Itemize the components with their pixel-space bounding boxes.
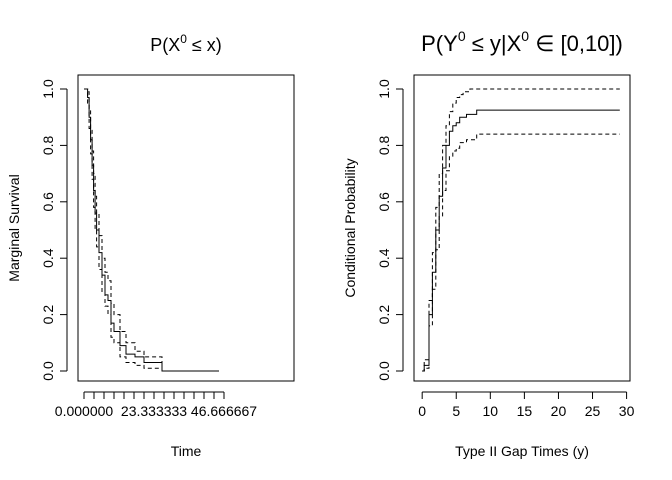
chart-2-series-3-dashed xyxy=(422,133,620,372)
chart-2-y-tick-label-5: 1.0 xyxy=(376,79,392,99)
chart-2-x-axis: 0 5 10 15 20 25 30 xyxy=(418,391,635,419)
chart-1-y-tick-label-3: 0.6 xyxy=(40,192,56,212)
chart-1-y-tick-label-2: 0.4 xyxy=(40,248,56,268)
chart-1-title-sup: 0 xyxy=(180,32,187,46)
chart-1-xlabel: Time xyxy=(171,443,202,459)
chart-1-y-tick-label-1: 0.2 xyxy=(40,305,56,325)
chart-2-y-tick-label-2: 0.4 xyxy=(376,248,392,268)
chart-1-title-post: ≤ x) xyxy=(187,35,222,55)
chart-2-x-tick-label-5: 25 xyxy=(585,403,601,419)
chart-2-x-tick-label-1: 5 xyxy=(452,403,460,419)
chart-1-y-tick-label-4: 0.8 xyxy=(40,135,56,155)
chart-2-y-tick-label-0: 0.0 xyxy=(376,361,392,381)
chart-1-x-tick-label-2: 46.666667 xyxy=(191,403,257,419)
chart-2-y-tick-label-4: 0.8 xyxy=(376,135,392,155)
chart-1-y-tick-label-5: 1.0 xyxy=(40,79,56,99)
chart-2-title-pre: P(Y xyxy=(421,31,458,56)
chart-2-title-sup: 0 xyxy=(458,28,466,44)
chart-2-title-mid: ≤ y|X xyxy=(466,31,522,56)
chart-1-x-tick-label-1: 23.333333 xyxy=(121,403,187,419)
chart-1-series-3-dashed xyxy=(84,88,219,372)
chart-2-series-group xyxy=(422,88,620,372)
chart-2-ylabel: Conditional Probability xyxy=(342,158,358,297)
chart-2-x-tick-label-4: 20 xyxy=(551,403,567,419)
chart-1-y-axis: 0.0 0.2 0.4 0.6 0.8 1.0 xyxy=(40,79,68,381)
chart-2-y-axis: 0.0 0.2 0.4 0.6 0.8 1.0 xyxy=(376,79,404,381)
panel-marginal-survival: P(X0 ≤ x) 0.000000 23.333333 46.666667 0.0… xyxy=(6,32,295,459)
chart-1-plot-box xyxy=(77,74,295,382)
chart-1-x-axis: 0.000000 23.333333 46.666667 xyxy=(55,391,257,419)
chart-1-ylabel: Marginal Survival xyxy=(6,174,22,281)
chart-2-x-tick-label-3: 15 xyxy=(517,403,533,419)
chart-1-series-2-dashed xyxy=(84,88,219,372)
chart-1-series-1-solid xyxy=(84,88,219,372)
chart-1-x-tick-label-0: 0.000000 xyxy=(55,403,114,419)
chart-2-title-post: ∈ [0,10]) xyxy=(529,31,623,56)
chart-2-xlabel: Type II Gap Times (y) xyxy=(455,443,589,459)
chart-2-x-tick-label-0: 0 xyxy=(418,403,426,419)
chart-2-y-tick-label-1: 0.2 xyxy=(376,305,392,325)
chart-1-y-tick-label-0: 0.0 xyxy=(40,361,56,381)
chart-1-title: P(X0 ≤ x) xyxy=(150,32,222,55)
chart-2-title-sup2: 0 xyxy=(521,28,529,44)
chart-2-plot-box xyxy=(413,74,631,382)
chart-2-x-tick-label-2: 10 xyxy=(483,403,499,419)
chart-1-title-pre: P(X xyxy=(150,35,180,55)
chart-2-y-tick-label-3: 0.6 xyxy=(376,192,392,212)
panel-conditional-probability: P(Y0 ≤ y|X0 ∈ [0,10]) 0 5 10 15 20 25 30 0.00.… xyxy=(342,28,635,459)
chart-2-x-tick-label-6: 30 xyxy=(619,403,635,419)
chart-1-series-group xyxy=(84,88,219,372)
chart-2-series-1-solid xyxy=(422,109,620,372)
chart-2-title: P(Y0 ≤ y|X0 ∈ [0,10]) xyxy=(421,28,623,56)
